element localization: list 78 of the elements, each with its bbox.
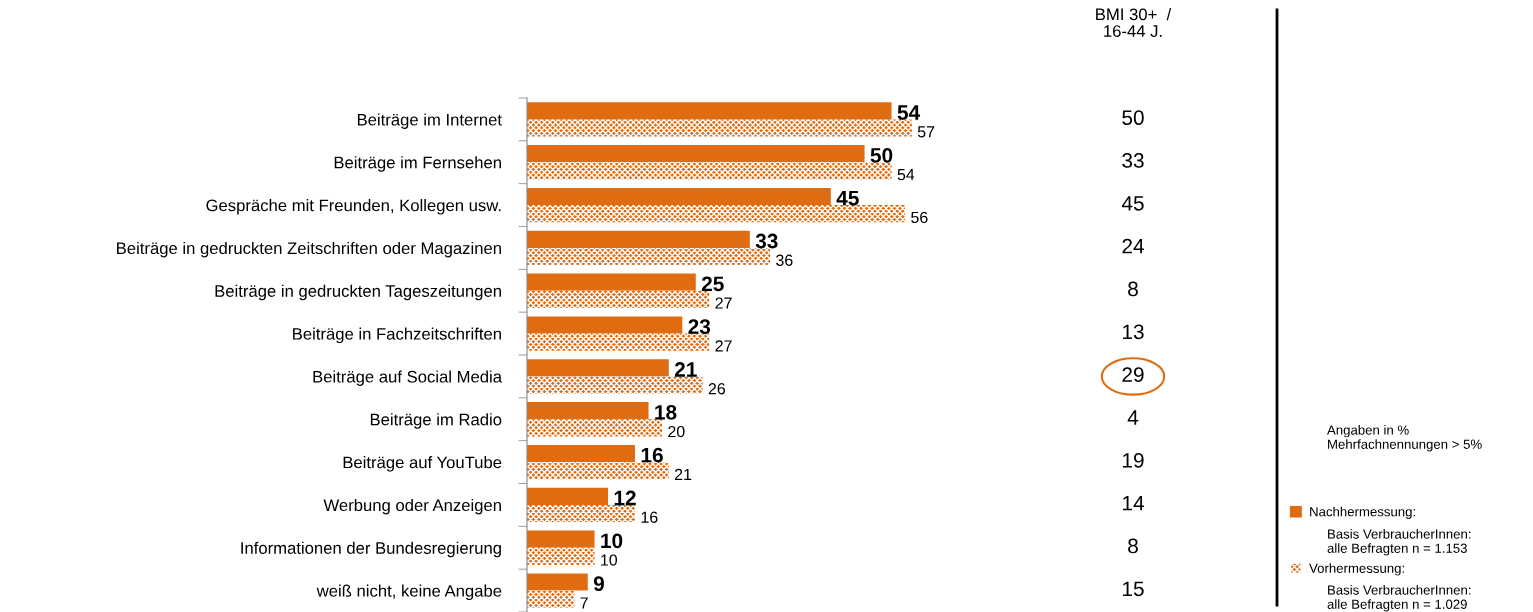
data-label: 13	[1123, 324, 1144, 340]
data-label: 36	[776, 254, 793, 266]
bar	[527, 547, 595, 565]
y-tick-label: Beiträge im Fernsehen	[334, 156, 501, 172]
bar	[527, 359, 669, 377]
bar	[527, 162, 892, 180]
data-label: 8	[1128, 538, 1138, 554]
bar	[527, 530, 595, 548]
data-label: 25	[701, 276, 724, 292]
text: Basis VerbraucherInnen: alle Befragten n = 1.153	[1327, 529, 1471, 556]
y-tick-label: Beiträge in Fachzeitschriften	[293, 327, 501, 344]
y-tick-label: Beiträge im Internet	[357, 113, 502, 129]
text: Angaben in % Mehrfachnennungen > 5%	[1327, 425, 1482, 452]
data-label: 16	[641, 447, 663, 463]
bar	[527, 247, 771, 266]
y-tick-label: Gespräche mit Freunden, Kollegen usw.	[206, 199, 501, 215]
y-tick-label: Beiträge auf Social Media	[313, 370, 503, 386]
data-label: 27	[715, 297, 732, 309]
data-label: 10	[601, 554, 618, 566]
data-label: 45	[1121, 196, 1144, 211]
bar	[527, 402, 649, 420]
data-label: 23	[688, 319, 711, 335]
data-label: 10	[601, 533, 623, 549]
data-label: 54	[897, 105, 921, 120]
bar	[527, 230, 750, 248]
bar	[527, 504, 636, 523]
data-label: 14	[1123, 495, 1144, 511]
y-tick-label: Informationen der Bundesregierung	[241, 541, 501, 558]
y-tick-label: Beiträge in gedruckten Zeitschriften oder Magazinen	[117, 241, 501, 258]
bar	[527, 290, 710, 308]
data-label: 19	[1123, 452, 1144, 468]
data-label: 20	[668, 425, 685, 438]
bar	[527, 376, 703, 394]
data-label: 8	[1128, 281, 1138, 297]
data-label: 33	[1122, 153, 1144, 168]
data-label: 29	[1122, 367, 1144, 383]
bar	[527, 102, 892, 120]
data-label: 50	[1122, 110, 1144, 126]
bar	[527, 119, 912, 137]
data-label: 21	[674, 468, 692, 480]
bar	[527, 316, 683, 334]
data-label: 45	[836, 191, 859, 206]
y-tick-label: weiß nicht, keine Angabe	[316, 584, 502, 601]
y-tick-label: Beiträge in gedruckten Tageszeitungen	[215, 284, 501, 301]
y-tick-label: Werbung oder Anzeigen	[323, 498, 501, 515]
data-label: 21	[674, 362, 697, 377]
data-label: 16	[641, 511, 658, 523]
bar	[527, 462, 669, 480]
y-tick-label: Beiträge auf YouTube	[343, 456, 502, 472]
data-label: 54	[897, 169, 915, 181]
bar	[527, 145, 865, 163]
text: BMI 30+ / 16-44 J.	[1096, 8, 1172, 37]
data-label: 56	[911, 211, 928, 224]
data-label: 26	[708, 383, 725, 395]
data-label: 57	[917, 126, 935, 138]
data-label: 33	[755, 233, 778, 249]
legend-label: Vorhermessung:	[1309, 563, 1404, 576]
data-label: 18	[655, 404, 677, 420]
bar	[527, 487, 609, 505]
data-label: 12	[614, 490, 636, 506]
data-label: 15	[1123, 581, 1144, 597]
y-tick-label: Beiträge im Radio	[370, 413, 502, 429]
data-label: 4	[1127, 410, 1139, 425]
data-label: 7	[580, 597, 588, 609]
bar	[527, 273, 696, 291]
data-label: 27	[715, 340, 732, 352]
bar	[527, 205, 906, 223]
bar	[527, 573, 588, 591]
bar	[527, 590, 575, 608]
legend-label: Nachhermessung:	[1310, 506, 1415, 519]
text: Basis VerbraucherInnen: alle Befragten n = 1.029	[1327, 585, 1471, 612]
data-label: 24	[1122, 238, 1144, 254]
bar	[527, 419, 663, 437]
data-label: 50	[870, 147, 893, 163]
bar	[527, 444, 636, 463]
bar	[527, 187, 831, 206]
data-label: 9	[593, 576, 604, 592]
bar	[527, 333, 710, 351]
